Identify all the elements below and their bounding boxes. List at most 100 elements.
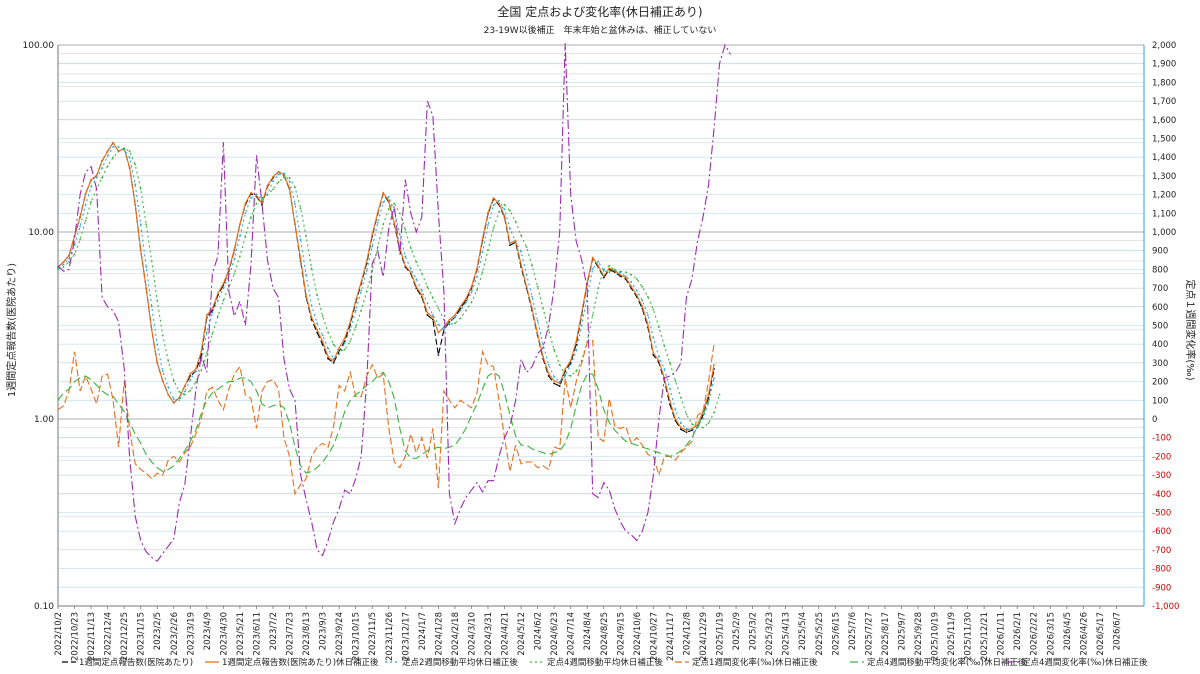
y2-tick-label: 700 [1152, 284, 1168, 294]
x-tick-label: 2026/1/11 [997, 612, 1007, 656]
series-point-1 [84, 192, 87, 195]
series-point-3 [553, 348, 556, 351]
series-point-2 [646, 314, 649, 316]
series-point-3 [250, 216, 252, 219]
series-point-3 [194, 380, 197, 383]
series-point-2 [387, 196, 390, 198]
x-tick-label: 2025/9/28 [914, 612, 924, 656]
series-point-1 [459, 305, 462, 308]
series-point-1 [277, 170, 280, 173]
series-point-1 [465, 297, 467, 300]
series-point-2 [101, 167, 104, 169]
series-point-2 [713, 377, 715, 380]
series-point-3 [498, 211, 500, 213]
y-axis-label: 1週間定点報告数(医院あたり) [5, 263, 18, 397]
series-point-3 [172, 379, 175, 382]
series-point-2 [426, 302, 429, 305]
series-point-2 [95, 176, 98, 179]
series-point-1 [172, 401, 175, 404]
series-point-3 [454, 322, 456, 325]
series-point-3 [101, 176, 104, 179]
series-point-1 [580, 311, 583, 314]
x-tick-label: 2024/3/31 [484, 612, 494, 656]
x-tick-label: 2025/8/17 [881, 612, 891, 656]
x-tick-label: 2025/4/13 [782, 612, 792, 656]
x-tick-label: 2023/7/2 [269, 612, 279, 650]
series-point-1 [509, 242, 511, 245]
series-point-3 [272, 188, 274, 191]
series-point-3 [646, 295, 649, 298]
series-point-0 [332, 361, 335, 364]
series-point-3 [448, 323, 451, 326]
series-point-2 [239, 235, 241, 238]
series-point-1 [448, 318, 451, 321]
series-point-1 [205, 314, 208, 316]
series-point-3 [321, 315, 324, 318]
series-point-0 [426, 314, 429, 316]
series-point-2 [514, 241, 517, 243]
series-point-1 [641, 305, 644, 308]
series-point-0 [685, 431, 688, 434]
series-point-2 [580, 324, 583, 327]
series-point-3 [691, 423, 693, 425]
x-tick-label: 2024/12/29 [699, 612, 709, 661]
series-point-2 [349, 328, 352, 331]
series-point-1 [575, 340, 578, 343]
series-point-3 [558, 363, 561, 366]
series-point-1 [597, 264, 600, 267]
series-point-1 [128, 167, 131, 169]
series-point-2 [244, 212, 247, 215]
series-point-2 [299, 238, 302, 241]
series-point-3 [90, 200, 92, 203]
series-point-2 [305, 273, 307, 276]
series-point-3 [713, 411, 715, 414]
x-tick-label: 2025/11/30 [964, 612, 974, 661]
series-point-3 [79, 238, 81, 241]
x-tick-label: 2023/3/19 [186, 612, 196, 656]
y2-tick-label: 1,000 [1152, 228, 1176, 238]
series-point-1 [608, 267, 611, 270]
series-point-3 [470, 301, 473, 304]
series-point-1 [338, 347, 341, 349]
x-tick-label: 2025/7/6 [848, 612, 858, 650]
series-point-3 [608, 264, 611, 267]
series-point-3 [718, 393, 721, 396]
series-point-1 [189, 372, 192, 375]
series-point-1 [90, 178, 92, 181]
series-point-3 [255, 202, 258, 205]
series-point-3 [294, 186, 296, 189]
series-point-2 [167, 386, 170, 389]
series-point-1 [437, 331, 440, 334]
x-tick-label: 2023/2/5 [153, 612, 163, 650]
series-point-3 [62, 266, 65, 268]
series-point-3 [431, 296, 434, 299]
series-point-1 [426, 311, 429, 314]
y2-tick-label: 500 [1152, 322, 1168, 332]
series-point-2 [685, 428, 688, 430]
series-point-2 [635, 289, 638, 292]
series-point-2 [680, 422, 682, 425]
series-point-3 [239, 255, 241, 258]
series-point-2 [294, 203, 296, 205]
x-tick-label: 2022/10/2 [54, 612, 64, 656]
series-point-1 [178, 396, 181, 399]
series-point-3 [547, 328, 550, 331]
series-point-2 [536, 319, 539, 322]
series-point-2 [470, 291, 473, 294]
x-tick-label: 2025/5/4 [798, 612, 808, 650]
series-point-2 [597, 260, 600, 263]
series-point-1 [161, 379, 164, 382]
series-point-2 [139, 223, 142, 226]
series-point-2 [211, 311, 214, 314]
series-point-3 [211, 333, 214, 335]
series-point-1 [106, 150, 109, 153]
series-point-1 [194, 368, 197, 370]
y2-tick-label: 900 [1152, 247, 1168, 257]
x-tick-label: 2023/5/21 [236, 612, 246, 656]
series-point-1 [487, 211, 489, 214]
series-point-2 [702, 417, 704, 420]
series-point-3 [128, 150, 131, 153]
series-point-1 [244, 202, 247, 205]
legend: 1週間定点報告数(医院あたり) 1週間定点報告数(医院あたり)休日補正後 定点2週間… [62, 657, 1148, 668]
y2-tick-label: 2,000 [1152, 41, 1176, 51]
